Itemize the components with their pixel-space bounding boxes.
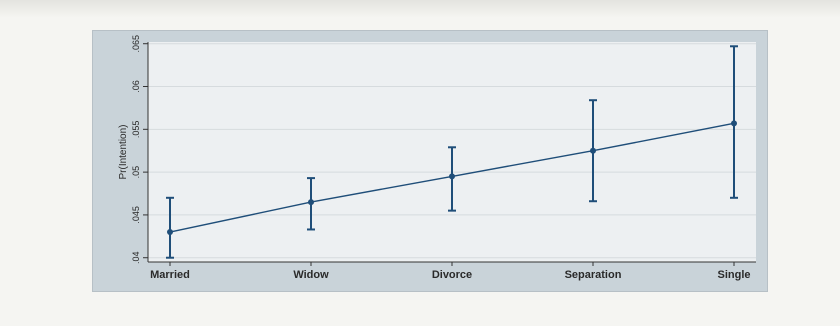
marginal-effects-chart: Pr(Intention) .04 .045 .05 .055 .06 .065 Marr… xyxy=(118,35,756,281)
x-ticks: Married Widow Divorce Separation Single xyxy=(150,262,751,281)
data-point xyxy=(731,120,737,127)
y-tick-label: .05 xyxy=(131,166,141,179)
y-tick-label: .055 xyxy=(131,121,141,139)
x-tick-label: Divorce xyxy=(432,269,472,281)
y-axis-title: Pr(Intention) xyxy=(118,124,129,179)
y-tick-label: .06 xyxy=(131,80,141,93)
data-points xyxy=(167,120,737,236)
y-ticks: .04 .045 .05 .055 .06 .065 xyxy=(131,35,148,264)
scan-shadow xyxy=(0,0,840,18)
ci-bar xyxy=(166,196,174,259)
data-point xyxy=(308,199,314,206)
x-tick-label: Single xyxy=(717,269,750,281)
x-tick-label: Married xyxy=(150,269,190,281)
x-tick-label: Widow xyxy=(293,269,329,281)
x-tick-label: Separation xyxy=(565,269,622,281)
data-point xyxy=(167,229,173,236)
data-point xyxy=(590,147,596,154)
y-tick-label: .04 xyxy=(131,251,141,264)
data-point xyxy=(449,173,455,180)
y-tick-label: .065 xyxy=(131,35,141,53)
y-tick-label: .045 xyxy=(131,206,141,224)
